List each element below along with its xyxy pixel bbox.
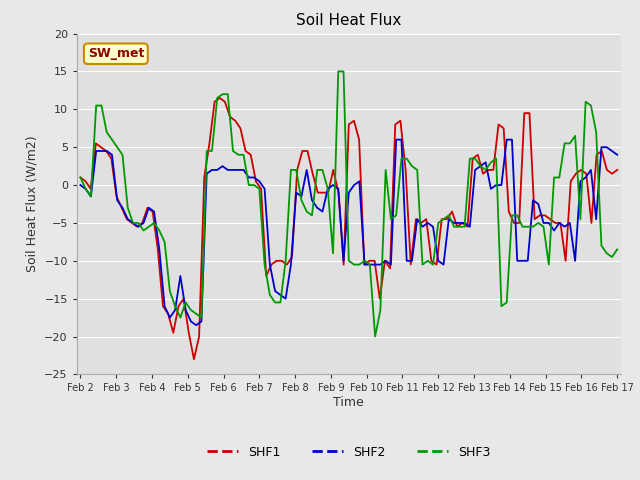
Legend: SHF1, SHF2, SHF3: SHF1, SHF2, SHF3	[202, 441, 495, 464]
Text: SW_met: SW_met	[88, 47, 144, 60]
Title: Soil Heat Flux: Soil Heat Flux	[296, 13, 401, 28]
X-axis label: Time: Time	[333, 396, 364, 409]
Y-axis label: Soil Heat Flux (W/m2): Soil Heat Flux (W/m2)	[26, 136, 38, 272]
